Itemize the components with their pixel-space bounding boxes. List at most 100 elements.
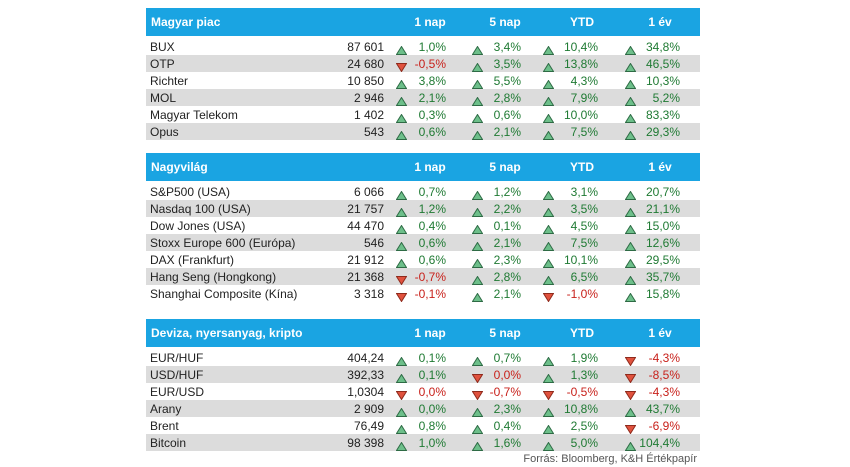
- arrow-icon: [542, 62, 555, 72]
- row-value: 546: [363, 236, 384, 250]
- arrow-up: [624, 438, 637, 451]
- change-value: 104,4%: [639, 436, 680, 450]
- change-value: 29,5%: [645, 253, 680, 267]
- column-header: YTD: [552, 326, 612, 340]
- change-value: 0,1%: [418, 351, 446, 365]
- table-row: [146, 123, 700, 140]
- arrow-icon: [471, 96, 484, 106]
- arrow-icon: [624, 207, 637, 217]
- arrow-up: [624, 272, 637, 285]
- arrow-icon: [542, 79, 555, 89]
- change-value: 1,0%: [418, 40, 446, 54]
- row-name: DAX (Frankfurt): [150, 253, 235, 267]
- arrow-up: [395, 93, 408, 106]
- change-value: -0,5%: [414, 57, 446, 71]
- change-value: 29,3%: [645, 125, 680, 139]
- change-value: 0,6%: [418, 236, 446, 250]
- arrow-up: [395, 110, 408, 123]
- change-value: 1,2%: [493, 185, 521, 199]
- arrow-icon: [624, 275, 637, 285]
- arrow-up: [395, 404, 408, 417]
- change-value: 83,3%: [645, 108, 680, 122]
- column-header: 1 nap: [400, 326, 460, 340]
- change-value: -8,5%: [648, 368, 680, 382]
- arrow-icon: [624, 96, 637, 106]
- section-title: Magyar piac: [151, 15, 221, 29]
- arrow-down: [624, 421, 637, 435]
- row-value: 404,24: [347, 351, 384, 365]
- table-row: [146, 200, 700, 217]
- arrow-icon: [542, 224, 555, 234]
- arrow-up: [395, 127, 408, 140]
- arrow-icon: [395, 373, 408, 383]
- row-name: Stoxx Europe 600 (Európa): [150, 236, 296, 250]
- arrow-down: [395, 387, 408, 401]
- arrow-up: [395, 353, 408, 366]
- arrow-up: [542, 187, 555, 200]
- arrow-icon: [624, 357, 637, 367]
- arrow-icon: [624, 407, 637, 417]
- arrow-up: [542, 438, 555, 451]
- row-name: EUR/USD: [150, 385, 205, 399]
- arrow-icon: [471, 391, 484, 401]
- arrow-icon: [542, 293, 555, 303]
- row-value: 2 946: [353, 91, 384, 105]
- arrow-up: [542, 204, 555, 217]
- change-value: 2,2%: [493, 202, 521, 216]
- arrow-icon: [624, 441, 637, 451]
- row-name: Brent: [150, 419, 179, 433]
- arrow-up: [624, 187, 637, 200]
- source: Forrás: Bloomberg, K&H Értékpapír: [523, 453, 697, 465]
- arrow-icon: [395, 113, 408, 123]
- row-value: 6 066: [353, 185, 384, 199]
- arrow-up: [542, 421, 555, 434]
- arrow-up: [624, 221, 637, 234]
- arrow-up: [395, 204, 408, 217]
- change-value: 20,7%: [645, 185, 680, 199]
- column-header: YTD: [552, 160, 612, 174]
- arrow-down: [542, 289, 555, 303]
- change-value: 0,4%: [493, 419, 521, 433]
- table-row: [146, 268, 700, 285]
- arrow-icon: [395, 130, 408, 140]
- arrow-icon: [624, 391, 637, 401]
- change-value: 5,2%: [652, 91, 680, 105]
- row-value: 1,0304: [347, 385, 384, 399]
- arrow-up: [542, 272, 555, 285]
- arrow-up: [542, 238, 555, 251]
- row-name: MOL: [150, 91, 177, 105]
- change-value: 10,0%: [563, 108, 598, 122]
- change-value: 0,8%: [418, 419, 446, 433]
- change-value: 0,0%: [418, 385, 446, 399]
- change-value: 2,1%: [493, 125, 521, 139]
- arrow-icon: [542, 407, 555, 417]
- change-value: 0,1%: [493, 219, 521, 233]
- arrow-icon: [624, 45, 637, 55]
- change-value: 10,1%: [563, 253, 598, 267]
- arrow-up: [542, 221, 555, 234]
- arrow-icon: [542, 258, 555, 268]
- change-value: 0,0%: [418, 402, 446, 416]
- arrow-up: [471, 76, 484, 89]
- arrow-icon: [471, 190, 484, 200]
- arrow-up: [471, 421, 484, 434]
- arrow-up: [624, 255, 637, 268]
- change-value: 43,7%: [645, 402, 680, 416]
- arrow-icon: [395, 96, 408, 106]
- row-value: 98 398: [347, 436, 384, 450]
- arrow-down: [471, 370, 484, 384]
- change-value: 1,2%: [418, 202, 446, 216]
- arrow-up: [471, 255, 484, 268]
- arrow-icon: [624, 113, 637, 123]
- arrow-icon: [542, 96, 555, 106]
- table-row: [146, 89, 700, 106]
- column-header: 1 év: [630, 160, 690, 174]
- table-row: [146, 234, 700, 251]
- arrow-icon: [395, 63, 408, 73]
- row-name: EUR/HUF: [150, 351, 204, 365]
- arrow-icon: [542, 241, 555, 251]
- arrow-icon: [471, 207, 484, 217]
- arrow-up: [471, 238, 484, 251]
- change-value: 1,6%: [493, 436, 521, 450]
